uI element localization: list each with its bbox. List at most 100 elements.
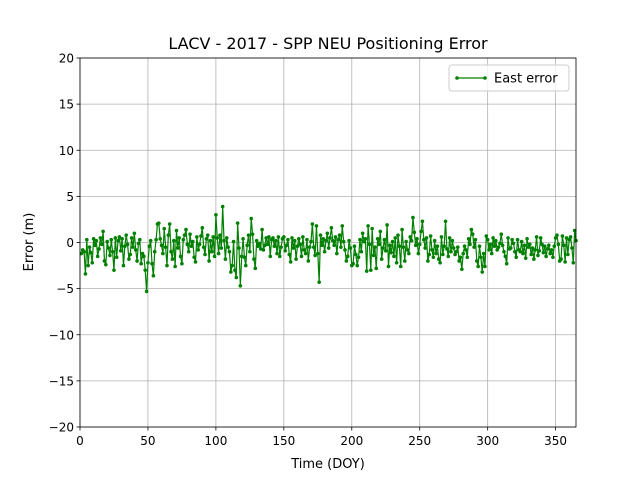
data-point [296, 237, 301, 241]
y-axis-label: Error (m) [22, 213, 37, 272]
data-point [522, 243, 527, 248]
data-point [492, 244, 497, 248]
data-point [446, 254, 451, 259]
data-point [442, 244, 446, 248]
data-point [158, 237, 162, 241]
data-point [320, 243, 324, 248]
data-point [352, 244, 357, 248]
data-point [113, 236, 118, 240]
data-point [477, 244, 482, 248]
data-point [95, 254, 100, 259]
data-point [373, 245, 377, 249]
data-point [469, 227, 474, 232]
data-point [260, 227, 264, 232]
data-point [481, 251, 486, 256]
data-point [409, 238, 414, 243]
data-point [159, 243, 164, 248]
data-point [185, 242, 190, 247]
data-point [525, 237, 529, 241]
data-point [332, 243, 336, 248]
data-point [420, 219, 425, 224]
data-point [114, 255, 119, 260]
data-point [86, 263, 90, 268]
data-point [290, 236, 294, 240]
data-point [392, 254, 396, 259]
data-point [428, 234, 433, 238]
data-point [534, 235, 539, 239]
data-point [504, 261, 509, 266]
data-point [248, 249, 252, 254]
data-point [265, 242, 270, 247]
data-point [301, 235, 305, 239]
data-point [382, 237, 387, 242]
data-point [137, 237, 142, 242]
data-point [480, 270, 485, 274]
data-point [124, 233, 129, 237]
data-point [215, 236, 220, 240]
data-point [233, 268, 237, 272]
data-point [494, 238, 498, 243]
data-point [362, 239, 366, 244]
data-point [258, 247, 263, 251]
y-tick-label: 0 [66, 236, 74, 250]
data-point [237, 246, 241, 250]
data-point [470, 232, 475, 236]
legend-marker [483, 76, 487, 80]
data-point [177, 236, 181, 240]
data-point [223, 257, 228, 261]
data-point [526, 245, 531, 249]
data-point [219, 246, 224, 250]
data-point [408, 235, 413, 239]
y-tick-label: 15 [59, 98, 74, 112]
data-point [193, 260, 198, 264]
data-point [116, 238, 120, 243]
data-point [348, 246, 353, 250]
data-point [397, 244, 402, 248]
data-point [366, 224, 370, 228]
data-point [461, 251, 466, 256]
data-point [434, 251, 438, 256]
data-point [337, 233, 342, 237]
data-point [491, 236, 495, 240]
legend-marker [455, 76, 459, 80]
data-point [195, 235, 199, 239]
data-point [318, 233, 323, 237]
data-point [401, 245, 406, 249]
data-point [192, 255, 196, 260]
data-point [220, 204, 225, 209]
data-point [393, 236, 398, 240]
data-point [277, 254, 282, 259]
data-point [475, 259, 479, 263]
data-point [254, 238, 259, 243]
y-tick-label: 10 [59, 144, 74, 158]
data-point [435, 244, 440, 248]
data-point [548, 251, 552, 256]
data-point [439, 235, 444, 239]
data-point [394, 260, 399, 265]
data-point [307, 245, 312, 249]
data-point [314, 224, 319, 228]
data-point [552, 244, 557, 248]
data-point [146, 260, 150, 265]
data-point [243, 263, 248, 268]
data-point [488, 242, 493, 247]
data-point [351, 261, 355, 266]
data-point [426, 259, 430, 263]
data-point [503, 254, 508, 259]
data-point [344, 259, 349, 263]
data-point [369, 268, 373, 272]
data-point [563, 260, 567, 264]
data-point [489, 251, 494, 256]
data-point [400, 227, 404, 232]
data-point [305, 237, 309, 242]
data-point [328, 236, 332, 240]
data-point [415, 237, 419, 241]
data-point [120, 237, 124, 241]
data-point [340, 224, 345, 228]
data-point [375, 237, 380, 241]
data-point [186, 249, 191, 254]
y-tick-label: 5 [66, 190, 74, 204]
data-point [441, 252, 445, 257]
data-point [241, 237, 245, 241]
data-point [252, 257, 256, 261]
